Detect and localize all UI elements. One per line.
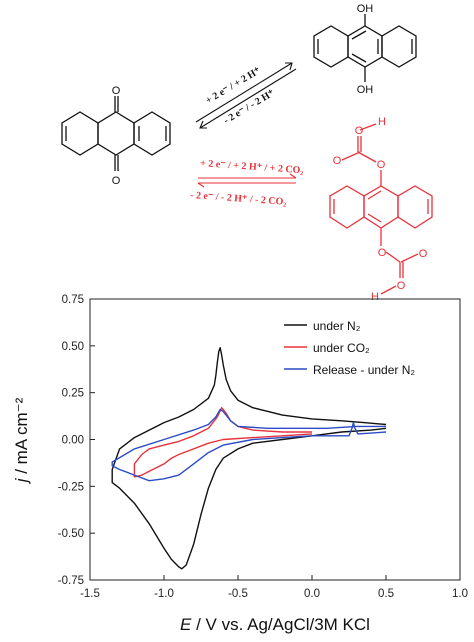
quinone-bottom-o: O	[112, 175, 121, 187]
series-line-under-co2	[133, 407, 313, 478]
x-axis-title-text: / V vs. Ag/AgCl/3M KCl	[191, 615, 370, 634]
adduct-top-ester-o: O	[377, 159, 386, 171]
y-tick-label: -0.75	[58, 575, 84, 587]
series-line-release	[111, 408, 387, 482]
adduct-top-hydroxyl-o: O	[355, 125, 364, 137]
hydroquinone-bottom-oh: OH	[357, 84, 374, 96]
series-group	[111, 347, 387, 570]
x-axis: -1.5 -1.0 -0.5 0.0 0.5 1.0	[80, 575, 468, 600]
upper-equilibrium-arrow	[195, 62, 297, 129]
y-tick-label: -0.25	[58, 481, 84, 493]
plot-frame	[89, 298, 461, 581]
x-tick-label: -1.0	[154, 588, 174, 600]
hydroquinone-top-oh: OH	[357, 3, 374, 15]
quinone-top-o: O	[112, 85, 121, 97]
voltammogram: -1.5 -1.0 -0.5 0.0 0.5 1.0 -0.75 -0.50 -0.25 0.0…	[12, 294, 468, 634]
legend: under N₂ under CO₂ Release - under N₂	[284, 319, 415, 377]
adduct-bottom-hydroxyl-o: O	[397, 280, 406, 292]
reaction-scheme: O O + 2 e⁻ / + 2 H⁺ - 2 e⁻ / - 2 H⁺ OH O…	[61, 3, 433, 303]
y-tick-label: 0.25	[62, 388, 84, 400]
lower-arrow-forward-label: + 2 e⁻ / + 2 H⁺ / + 2 CO₂	[200, 158, 304, 176]
y-axis-title-text: / mA cm⁻²	[12, 397, 31, 478]
legend-label-co2: under CO₂	[313, 341, 370, 355]
anthrahydroquinone-structure	[313, 14, 417, 82]
x-axis-title-symbol: E	[180, 615, 192, 634]
y-tick-label: 0.50	[62, 341, 84, 353]
series-line-under-n2	[111, 347, 387, 570]
lower-equilibrium-arrow	[197, 173, 297, 188]
adduct-top-carbonyl-o: O	[333, 155, 342, 167]
adduct-bottom-carbonyl-o: O	[419, 248, 428, 260]
lower-arrow-reverse-label: - 2 e⁻ / - 2 H⁺ / - 2 CO₂	[190, 190, 287, 208]
x-tick-label: 0.0	[304, 588, 320, 600]
x-tick-label: 0.5	[378, 588, 394, 600]
y-axis-title-symbol: j	[12, 477, 31, 484]
adduct-top-h: H	[378, 116, 386, 128]
y-tick-label: 0.00	[62, 435, 84, 447]
adduct-bottom-ester-o: O	[378, 247, 387, 259]
legend-label-release: Release - under N₂	[313, 363, 415, 377]
y-tick-label: 0.75	[62, 294, 84, 306]
x-tick-label: -0.5	[228, 588, 248, 600]
x-tick-label: -1.5	[80, 588, 100, 600]
x-axis-title: E / V vs. Ag/AgCl/3M KCl	[180, 615, 370, 634]
y-tick-label: -0.50	[58, 528, 84, 540]
legend-label-n2: under N₂	[313, 319, 361, 333]
y-axis-title: j / mA cm⁻²	[12, 397, 31, 484]
x-tick-label: 1.0	[452, 588, 468, 600]
y-axis: -0.75 -0.50 -0.25 0.00 0.25 0.50 0.75	[58, 294, 95, 587]
adduct-bottom-h: H	[371, 291, 379, 303]
carbonate-adduct-structure	[329, 123, 433, 295]
anthraquinone-structure	[61, 96, 171, 171]
